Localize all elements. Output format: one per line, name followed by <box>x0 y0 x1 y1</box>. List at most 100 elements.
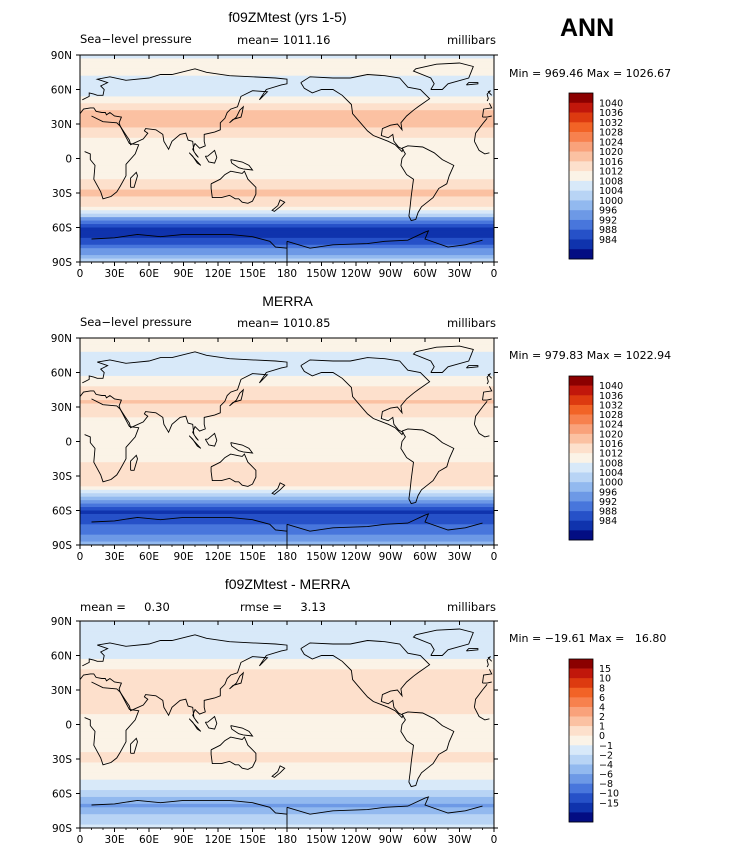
zonal-band <box>80 482 494 487</box>
zonal-band <box>80 141 494 146</box>
zonal-band <box>80 662 494 667</box>
colorbar-swatch <box>569 764 593 775</box>
zonal-band <box>80 386 494 391</box>
zonal-band <box>80 710 494 715</box>
x-tick-label: 120E <box>205 551 232 563</box>
colorbar-swatch <box>569 687 593 698</box>
zonal-band <box>80 237 494 242</box>
x-tick-label: 90W <box>379 834 403 846</box>
colorbar-swatch <box>569 171 593 182</box>
y-tick-label: 90N <box>51 616 72 628</box>
zonal-band <box>80 669 494 674</box>
coastline <box>229 105 245 124</box>
zonal-band <box>80 106 494 111</box>
coastline <box>486 373 493 385</box>
colorbar-swatch <box>569 433 593 444</box>
zonal-band <box>80 648 494 653</box>
zonal-band <box>80 68 494 73</box>
colorbar-swatch <box>569 716 593 727</box>
zonal-band <box>80 407 494 412</box>
zonal-band <box>80 189 494 194</box>
colorbar-label: 996 <box>599 206 617 217</box>
coastline <box>91 796 483 828</box>
zonal-band <box>80 120 494 125</box>
coastline <box>210 453 257 487</box>
colorbar-swatch <box>569 385 593 396</box>
x-tick-label: 60E <box>139 268 159 280</box>
zonal-band <box>80 393 494 398</box>
panel-2-variable-label: Sea−level pressure <box>80 315 192 329</box>
colorbar-swatch <box>569 249 593 260</box>
zonal-band <box>80 486 494 491</box>
zonal-band <box>80 427 494 432</box>
zonal-band <box>80 210 494 215</box>
x-tick-label: 30W <box>448 834 472 846</box>
zonal-band <box>80 786 494 791</box>
zonal-band <box>80 403 494 408</box>
zonal-band <box>80 72 494 77</box>
colorbar-swatch <box>569 668 593 679</box>
panel-3-title: f09ZMtest - MERRA <box>224 576 351 592</box>
colorbar-swatch <box>569 151 593 162</box>
colorbar-1: 1040103610321028102410201016101210081004… <box>568 92 623 260</box>
colorbar-label: −2 <box>599 750 613 761</box>
zonal-band <box>80 451 494 456</box>
zonal-band <box>80 420 494 425</box>
x-tick-label: 90W <box>379 268 403 280</box>
colorbar-swatch <box>569 472 593 483</box>
x-tick-label: 0 <box>491 268 498 280</box>
y-tick-label: 0 <box>65 437 72 449</box>
colorbar-swatch <box>569 726 593 737</box>
coastlines-3 <box>80 628 493 828</box>
zonal-band <box>80 220 494 225</box>
colorbar-label: 1016 <box>599 439 623 450</box>
zonal-band <box>80 738 494 743</box>
x-tick-label: 150W <box>306 834 337 846</box>
y-tick-label: 0 <box>65 720 72 732</box>
x-tick-label: 0 <box>77 551 84 563</box>
colorbar-swatch <box>569 453 593 464</box>
colorbar-swatch <box>569 745 593 756</box>
colorbar-label: 1020 <box>599 429 623 440</box>
zonal-band <box>80 365 494 370</box>
colorbar-swatch <box>569 735 593 746</box>
zonal-band <box>80 472 494 477</box>
coastline <box>486 90 493 102</box>
coastline <box>210 736 257 770</box>
zonal-band <box>80 158 494 163</box>
y-tick-label: 0 <box>65 154 72 166</box>
x-tick-label: 0 <box>77 834 84 846</box>
zonal-band <box>80 389 494 394</box>
coastline <box>80 351 493 441</box>
coastline <box>188 152 202 166</box>
zonal-band <box>80 769 494 774</box>
colorbar-swatch <box>569 706 593 717</box>
x-tick-label: 0 <box>491 551 498 563</box>
colorbar-label: 1028 <box>599 128 623 139</box>
zonal-band <box>80 61 494 66</box>
zonal-band <box>80 203 494 208</box>
colorbar-swatch <box>569 210 593 221</box>
coastline <box>271 199 286 212</box>
zonal-band <box>80 99 494 104</box>
colorbar-label: 1024 <box>599 420 623 431</box>
colorbar-label: 1032 <box>599 118 623 129</box>
zonal-band <box>80 790 494 795</box>
zonal-band <box>80 752 494 757</box>
zonal-band <box>80 783 494 788</box>
colorbar-swatch <box>569 239 593 250</box>
y-tick-label: 30S <box>52 754 72 766</box>
coastlines-1 <box>80 62 493 262</box>
x-tick-label: 180 <box>277 551 297 563</box>
zonal-band <box>80 714 494 719</box>
zonal-field-1 <box>80 55 494 262</box>
y-tick-label: 90N <box>51 50 72 62</box>
zonal-band <box>80 772 494 777</box>
zonal-band <box>80 417 494 422</box>
zonal-band <box>80 683 494 688</box>
coastline <box>466 648 479 652</box>
coastline <box>229 388 245 407</box>
zonal-band <box>80 217 494 222</box>
zonal-band <box>80 92 494 97</box>
